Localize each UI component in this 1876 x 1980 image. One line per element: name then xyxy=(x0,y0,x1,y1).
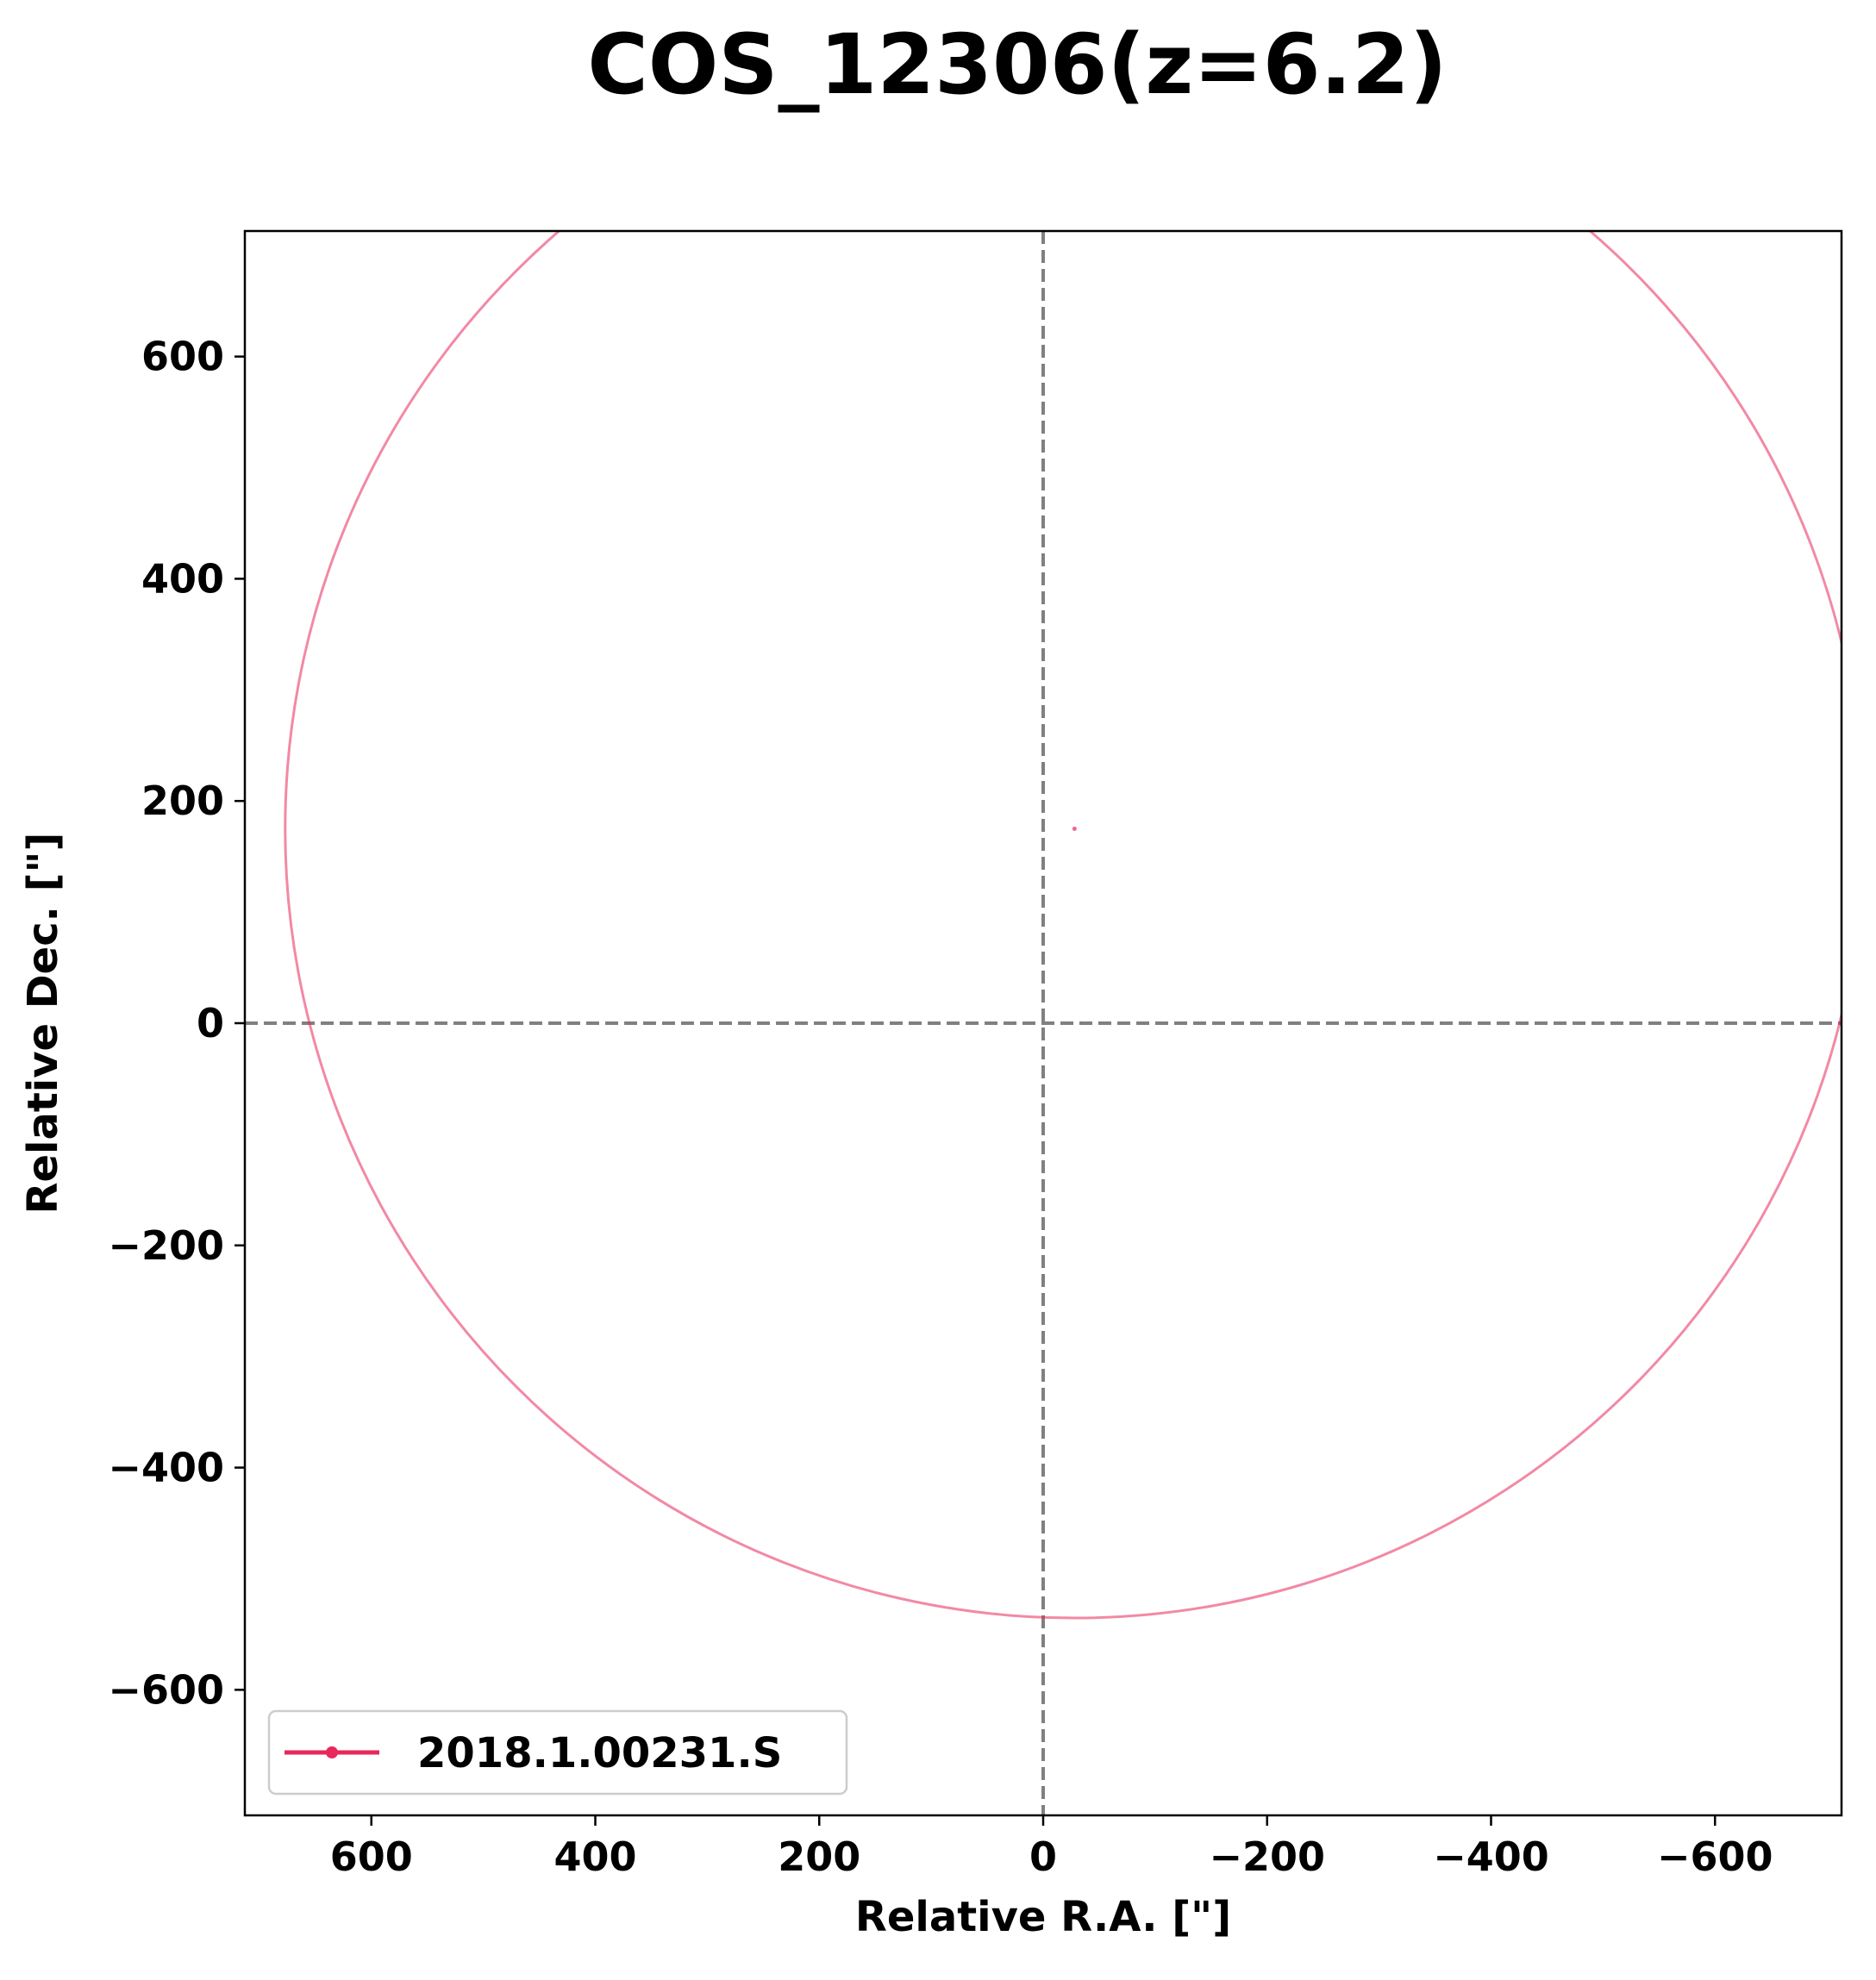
legend-box xyxy=(267,1709,848,1796)
y-tick-label: 600 xyxy=(141,334,224,380)
chart-title: COS_12306(z=6.2) xyxy=(587,16,1447,113)
x-tick-label: −200 xyxy=(1209,1833,1325,1880)
x-tick-label: 600 xyxy=(330,1833,413,1880)
legend: 2018.1.00231.S xyxy=(267,1709,848,1796)
x-tick-label: 0 xyxy=(1029,1833,1057,1880)
x-tick-label: −600 xyxy=(1657,1833,1773,1880)
legend-point-marker xyxy=(326,1746,338,1758)
y-tick-label: −200 xyxy=(108,1222,224,1269)
y-axis-label: Relative Dec. ["] xyxy=(19,833,67,1215)
x-tick-label: 400 xyxy=(553,1833,636,1880)
x-tick-label: −400 xyxy=(1433,1833,1549,1880)
legend-label: 2018.1.00231.S xyxy=(417,1729,782,1777)
y-tick-label: 0 xyxy=(197,1000,224,1046)
x-tick-label: 200 xyxy=(778,1833,860,1880)
data-point xyxy=(1072,826,1077,831)
y-tick-label: 200 xyxy=(141,778,224,824)
x-axis-label: Relative R.A. ["] xyxy=(855,1893,1231,1941)
y-tick-label: −600 xyxy=(108,1666,224,1713)
y-tick-label: 400 xyxy=(141,555,224,602)
y-tick-label: −400 xyxy=(108,1445,224,1491)
coverage-circle xyxy=(284,231,1842,1620)
